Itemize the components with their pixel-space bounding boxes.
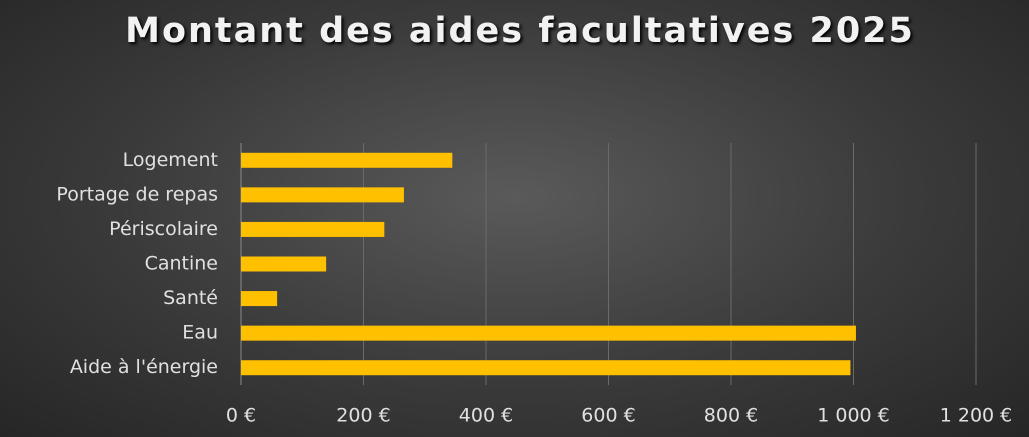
- y-tick-label: Eau: [182, 322, 218, 344]
- x-tick-label: 200 €: [336, 405, 390, 427]
- bar: [241, 256, 327, 272]
- bar: [241, 360, 851, 376]
- x-tick-label: 0 €: [226, 405, 256, 427]
- y-tick-label: Portage de repas: [56, 183, 218, 205]
- x-tick-label: 600 €: [581, 405, 635, 427]
- bar: [241, 291, 278, 307]
- bar: [241, 221, 385, 237]
- bar: [241, 152, 453, 168]
- bar: [241, 325, 856, 341]
- x-tick-label: 1 200 €: [940, 405, 1013, 427]
- y-tick-label: Périscolaire: [109, 218, 218, 240]
- x-tick-label: 1 000 €: [817, 405, 890, 427]
- chart-title: Montant des aides facultatives 2025: [125, 11, 915, 51]
- bar: [241, 187, 404, 203]
- y-tick-label: Santé: [163, 287, 218, 309]
- x-tick-label: 800 €: [704, 405, 758, 427]
- y-tick-label: Logement: [123, 149, 218, 171]
- y-tick-label: Aide à l'énergie: [70, 356, 218, 378]
- y-tick-label: Cantine: [145, 253, 218, 275]
- x-tick-label: 400 €: [459, 405, 513, 427]
